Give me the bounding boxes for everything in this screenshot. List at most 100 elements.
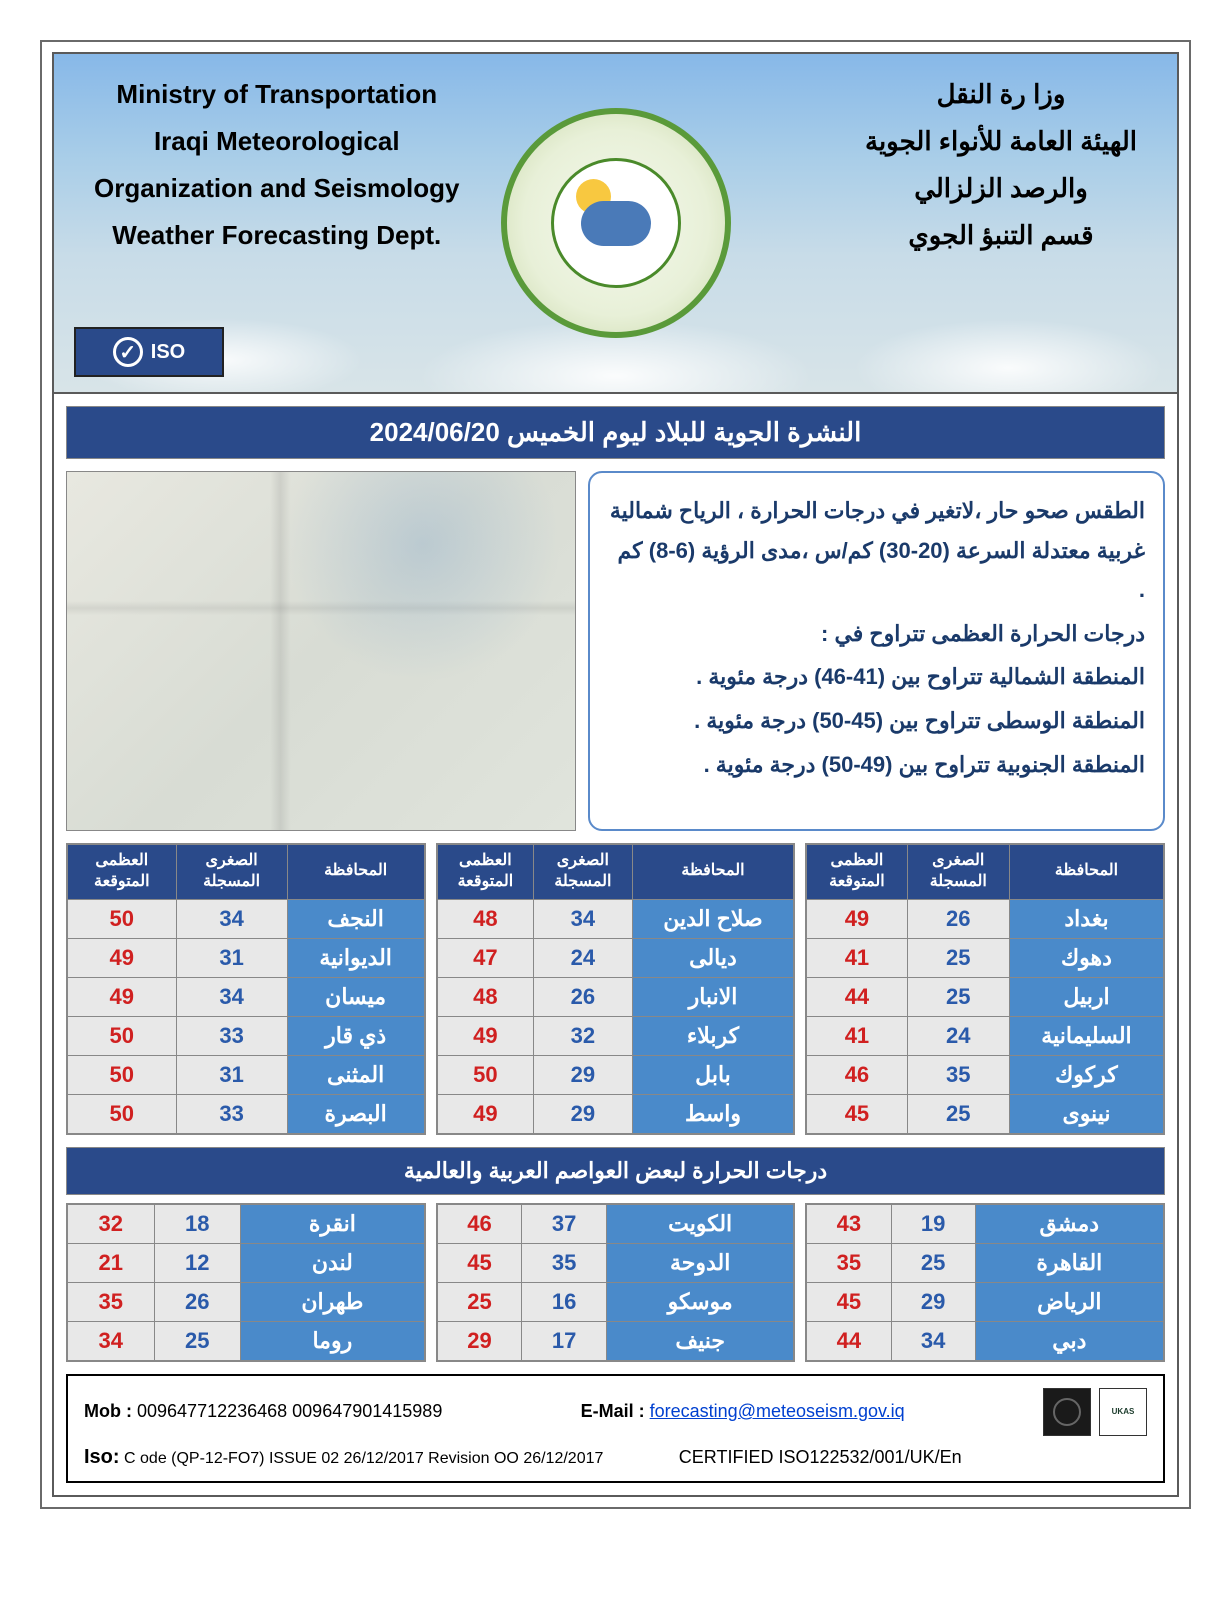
temperature-table: المحافظةالصغرىالمسجلةالعظمىالمتوقعةصلاح … <box>437 844 795 1134</box>
email-label: E-Mail : <box>581 1401 645 1421</box>
city-cell: طهران <box>241 1282 425 1321</box>
cert-badges: UKAS <box>1043 1388 1147 1436</box>
table-row: الديوانية3149 <box>67 938 424 977</box>
email-link[interactable]: forecasting@meteoseism.gov.iq <box>650 1401 905 1421</box>
table-row: ذي قار3350 <box>67 1016 424 1055</box>
high-temp-cell: 48 <box>437 899 533 938</box>
temperature-table: دمشق1943القاهرة2535الرياض2945دبي3444 <box>806 1204 1164 1361</box>
city-cell: القاهرة <box>975 1243 1163 1282</box>
table-row: البصرة3350 <box>67 1094 424 1133</box>
city-cell: ذي قار <box>287 1016 424 1055</box>
low-temp-cell: 17 <box>522 1321 607 1360</box>
footer-box: Mob : 009647712236468 009647901415989 E-… <box>66 1374 1165 1483</box>
table-row: واسط2949 <box>437 1094 794 1133</box>
table-header-high: العظمىالمتوقعة <box>807 845 907 900</box>
low-temp-cell: 33 <box>176 1094 287 1133</box>
high-temp-cell: 48 <box>437 977 533 1016</box>
iso-label: Iso: <box>84 1446 120 1468</box>
city-cell: بابل <box>632 1055 794 1094</box>
table-row: لندن1221 <box>67 1243 424 1282</box>
high-temp-cell: 41 <box>807 1016 907 1055</box>
table-header-low: الصغرىالمسجلة <box>907 845 1009 900</box>
low-temp-cell: 34 <box>534 899 633 938</box>
high-temp-cell: 45 <box>807 1094 907 1133</box>
table-row: نينوى2545 <box>807 1094 1164 1133</box>
organization-logo <box>501 108 731 338</box>
low-temp-cell: 24 <box>534 938 633 977</box>
city-cell: دهوك <box>1009 938 1163 977</box>
high-temp-cell: 21 <box>67 1243 154 1282</box>
high-temp-cell: 43 <box>807 1204 891 1243</box>
city-cell: الانبار <box>632 977 794 1016</box>
city-cell: النجف <box>287 899 424 938</box>
high-temp-cell: 49 <box>437 1016 533 1055</box>
city-cell: لندن <box>241 1243 425 1282</box>
high-temp-cell: 46 <box>437 1204 522 1243</box>
footer-cert: CERTIFIED ISO122532/001/UK/En <box>679 1447 962 1468</box>
table-row: القاهرة2535 <box>807 1243 1164 1282</box>
high-temp-cell: 49 <box>67 938 176 977</box>
table-row: اربيل2544 <box>807 977 1164 1016</box>
summary-row: الطقس صحو حار ،لاتغير في درجات الحرارة ،… <box>66 471 1165 831</box>
mob-value: 009647712236468 009647901415989 <box>137 1401 442 1421</box>
low-temp-cell: 16 <box>522 1282 607 1321</box>
city-cell: بغداد <box>1009 899 1163 938</box>
cloud-icon <box>581 201 651 246</box>
header-en-line4: Weather Forecasting Dept. <box>112 220 441 251</box>
table-row: انقرة1832 <box>67 1204 424 1243</box>
city-cell: البصرة <box>287 1094 424 1133</box>
header-ar-line1: وزا رة النقل <box>937 79 1066 110</box>
table-row: جنيف1729 <box>437 1321 794 1360</box>
table-row: الرياض2945 <box>807 1282 1164 1321</box>
low-temp-cell: 26 <box>154 1282 241 1321</box>
header-ar-line2: الهيئة العامة للأنواء الجوية <box>865 126 1137 157</box>
mob-label: Mob : <box>84 1401 132 1421</box>
city-cell: الرياض <box>975 1282 1163 1321</box>
low-temp-cell: 25 <box>907 938 1009 977</box>
table-row: النجف3450 <box>67 899 424 938</box>
high-temp-cell: 47 <box>437 938 533 977</box>
table-header-high: العظمىالمتوقعة <box>67 845 176 900</box>
bulletin-title: النشرة الجوية للبلاد ليوم الخميس 2024/06… <box>66 406 1165 459</box>
table-header-city: المحافظة <box>632 845 794 900</box>
low-temp-cell: 18 <box>154 1204 241 1243</box>
table-row: الكويت3746 <box>437 1204 794 1243</box>
iso-line: C ode (QP-12-FO7) ISSUE 02 26/12/2017 Re… <box>124 1450 603 1467</box>
city-cell: ديالى <box>632 938 794 977</box>
summary-line: درجات الحرارة العظمى تتراوح في : <box>608 614 1145 654</box>
temperature-table: انقرة1832لندن1221طهران2635روما2534 <box>67 1204 425 1361</box>
city-cell: الكويت <box>606 1204 793 1243</box>
low-temp-cell: 19 <box>891 1204 975 1243</box>
low-temp-cell: 25 <box>907 1094 1009 1133</box>
summary-line: المنطقة الوسطى تتراوح بين (45-50) درجة م… <box>608 701 1145 741</box>
low-temp-cell: 25 <box>154 1321 241 1360</box>
table-row: موسكو1625 <box>437 1282 794 1321</box>
sky-header: Ministry of Transportation Iraqi Meteoro… <box>54 54 1177 394</box>
city-cell: الديوانية <box>287 938 424 977</box>
sub-table: المحافظةالصغرىالمسجلةالعظمىالمتوقعةالنجف… <box>66 843 426 1135</box>
footer-iso: Iso: C ode (QP-12-FO7) ISSUE 02 26/12/20… <box>84 1446 603 1469</box>
iraq-map <box>66 471 576 831</box>
temperature-table: المحافظةالصغرىالمسجلةالعظمىالمتوقعة بغداد… <box>806 844 1164 1134</box>
table-header-city: المحافظة <box>1009 845 1163 900</box>
footer-email: E-Mail : forecasting@meteoseism.gov.iq <box>581 1401 905 1422</box>
city-cell: موسكو <box>606 1282 793 1321</box>
high-temp-cell: 41 <box>807 938 907 977</box>
table-row: كركوك3546 <box>807 1055 1164 1094</box>
low-temp-cell: 29 <box>534 1094 633 1133</box>
world-tables-row: دمشق1943القاهرة2535الرياض2945دبي3444الكو… <box>66 1203 1165 1362</box>
city-cell: السليمانية <box>1009 1016 1163 1055</box>
table-row: صلاح الدين3448 <box>437 899 794 938</box>
header-ar-line3: والرصد الزلزالي <box>914 173 1088 204</box>
table-row: بابل2950 <box>437 1055 794 1094</box>
header-en-line1: Ministry of Transportation <box>116 79 437 110</box>
high-temp-cell: 29 <box>437 1321 522 1360</box>
high-temp-cell: 46 <box>807 1055 907 1094</box>
high-temp-cell: 50 <box>67 899 176 938</box>
high-temp-cell: 34 <box>67 1321 154 1360</box>
high-temp-cell: 25 <box>437 1282 522 1321</box>
table-header-city: المحافظة <box>287 845 424 900</box>
city-cell: دبي <box>975 1321 1163 1360</box>
low-temp-cell: 33 <box>176 1016 287 1055</box>
table-row: المثنى3150 <box>67 1055 424 1094</box>
